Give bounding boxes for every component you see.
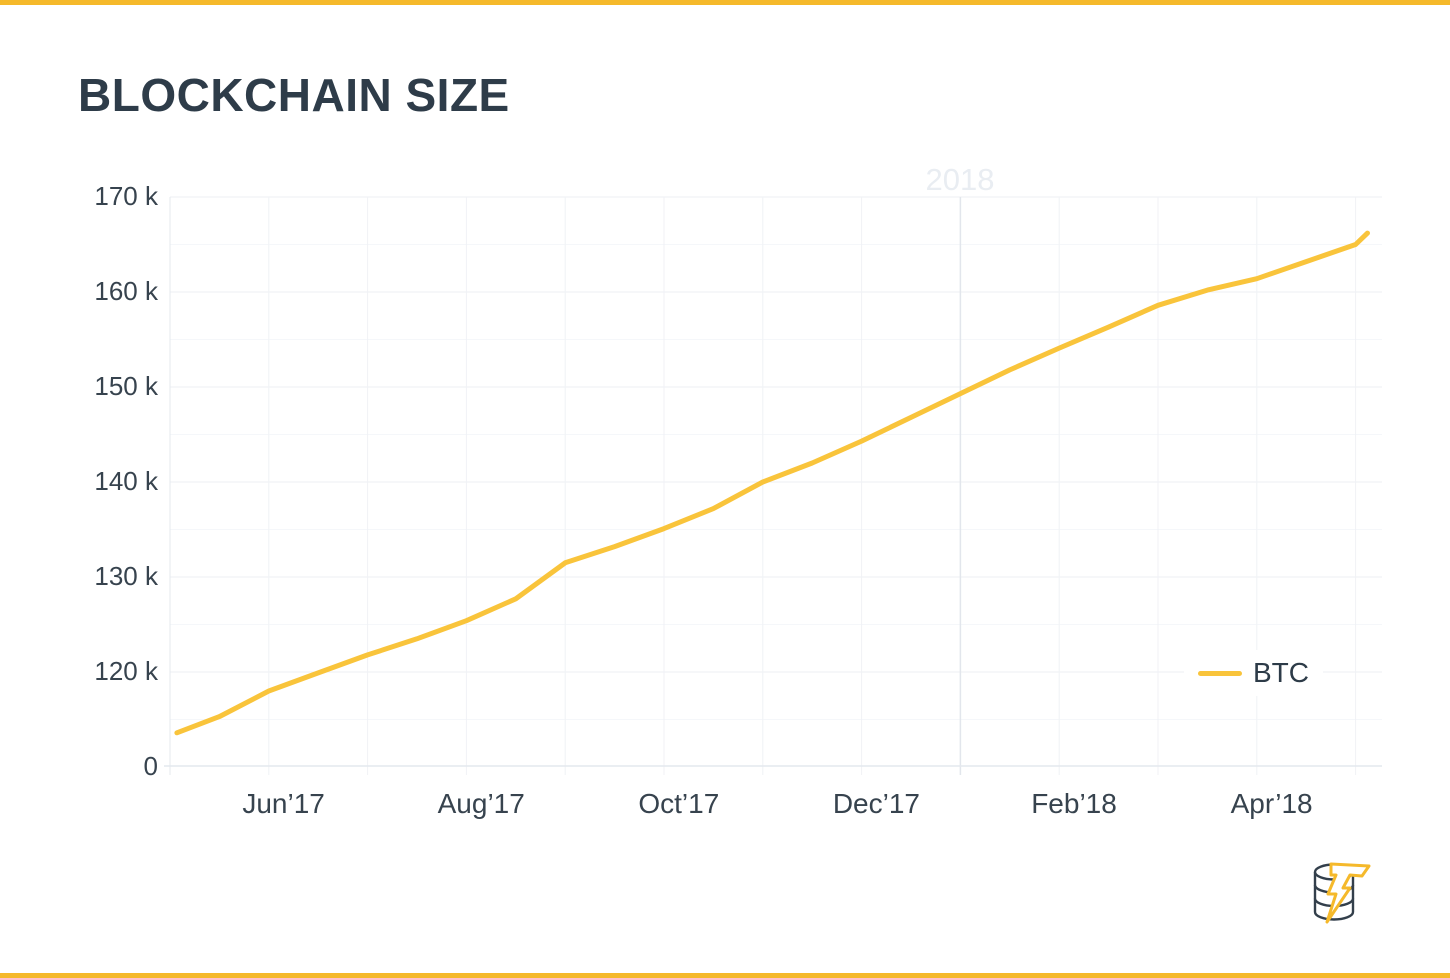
- year-label: 2018: [925, 162, 995, 197]
- y-tick-label: 140 k: [94, 466, 158, 496]
- x-tick-label: Feb’18: [1031, 788, 1117, 819]
- y-tick-label: 130 k: [94, 561, 158, 591]
- coin-stack-lightning-logo: [1313, 862, 1371, 924]
- legend: BTC: [1184, 650, 1323, 696]
- y-tick-label: 170 k: [94, 181, 158, 211]
- x-tick-label: Dec’17: [832, 788, 920, 819]
- y-tick-label: 160 k: [94, 276, 158, 306]
- x-tick-label: Oct’17: [638, 788, 720, 819]
- top-accent-bar: [0, 0, 1450, 5]
- lightning-bolt-icon: [1325, 862, 1371, 924]
- bottom-accent-bar: [0, 973, 1450, 978]
- y-tick-label: 0: [143, 751, 158, 781]
- x-tick-label: Apr’18: [1230, 788, 1313, 819]
- chart-title: BLOCKCHAIN SIZE: [78, 69, 510, 121]
- x-tick-label: Jun’17: [242, 788, 325, 819]
- x-tick-label: Aug’17: [437, 788, 525, 819]
- btc-series-line: [174, 230, 1370, 736]
- y-tick-label: 150 k: [94, 371, 158, 401]
- y-tick-label: 120 k: [94, 656, 158, 686]
- legend-label-btc: BTC: [1253, 657, 1309, 688]
- legend-swatch-btc: [1198, 670, 1242, 676]
